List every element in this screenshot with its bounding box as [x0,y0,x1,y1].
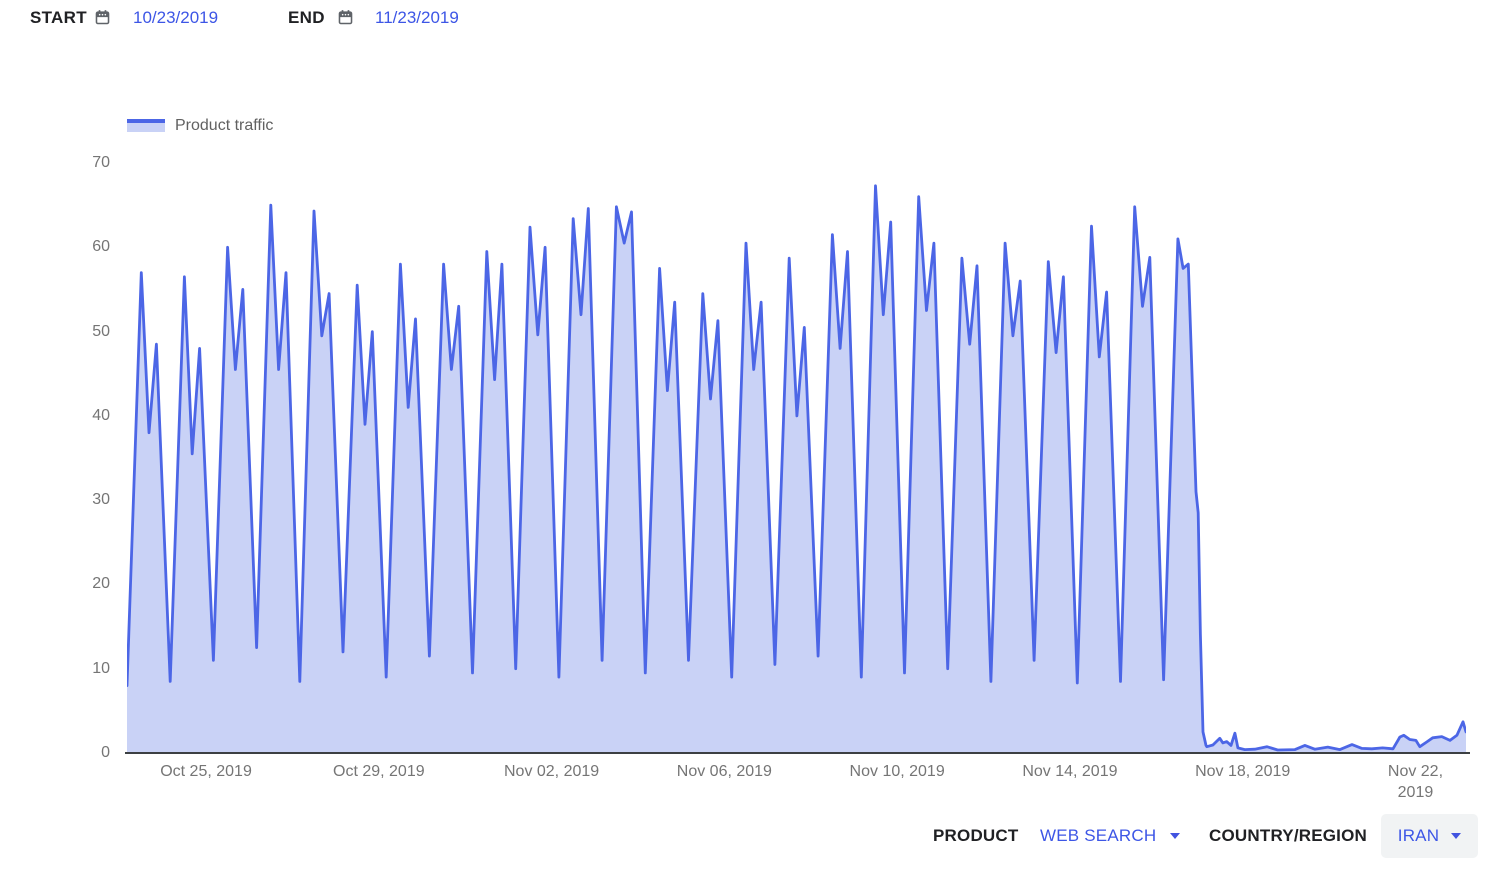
x-axis-label: Nov 10, 2019 [849,763,945,780]
legend-swatch-icon [127,119,165,132]
x-axis-label: Oct 29, 2019 [333,763,425,780]
x-axis-label: Nov 06, 2019 [676,763,772,780]
y-axis-label: 40 [92,406,110,424]
product-dropdown[interactable]: WEB SEARCH [1040,826,1181,846]
start-label: START [30,8,87,27]
x-axis-line [125,752,1470,754]
traffic-area [127,185,1466,753]
x-axis-label: Nov 02, 2019 [503,763,600,780]
start-date-value[interactable]: 10/23/2019 [133,8,219,27]
x-axis-label: Nov 22, 2019 [1387,763,1444,801]
x-axis-label: Nov 14, 2019 [1022,763,1118,780]
legend-label: Product traffic [175,117,274,134]
chevron-down-icon [1451,833,1462,839]
end-label: END [288,8,325,27]
region-dropdown-value: IRAN [1397,826,1440,845]
y-axis-label: 50 [92,322,110,340]
traffic-chart-plot[interactable] [127,163,1466,753]
end-date-value[interactable]: 11/23/2019 [375,8,459,27]
x-axis-label: Nov 18, 2019 [1195,763,1291,780]
y-axis-label: 30 [92,491,110,509]
product-label: PRODUCT [933,826,1019,845]
y-axis-label: 20 [92,575,110,593]
y-axis-label: 70 [92,154,110,171]
traffic-line [127,184,1466,752]
y-axis-label: 0 [101,744,110,761]
end-calendar-icon[interactable] [337,9,354,31]
product-dropdown-value: WEB SEARCH [1040,826,1157,845]
y-axis-label: 10 [92,659,110,677]
y-axis-label: 60 [92,238,110,256]
region-dropdown[interactable]: IRAN [1381,814,1478,858]
chevron-down-icon [1170,833,1181,839]
start-calendar-icon[interactable] [94,9,111,31]
x-axis-label: Oct 25, 2019 [160,763,252,780]
region-label: COUNTRY/REGION [1209,826,1368,845]
